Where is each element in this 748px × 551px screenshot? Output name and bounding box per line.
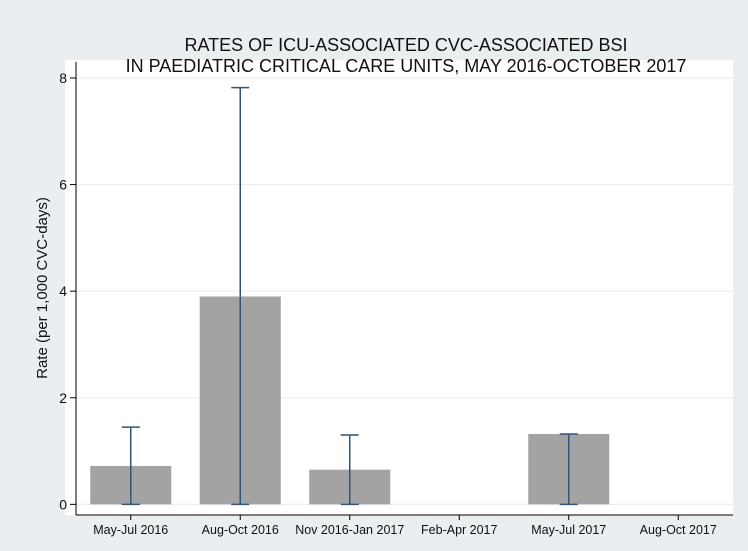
y-tick-label: 6 <box>59 177 67 193</box>
x-tick-label: May-Jul 2017 <box>531 523 606 537</box>
y-ticks: 0 2 4 6 8 <box>59 70 76 512</box>
x-tick-label: Aug-Oct 2017 <box>640 523 717 537</box>
y-axis-label: Rate (per 1,000 CVC-days) <box>34 197 51 379</box>
chart-title: RATES OF ICU-ASSOCIATED CVC-ASSOCIATED B… <box>184 35 627 55</box>
x-tick-label: Feb-Apr 2017 <box>421 523 497 537</box>
plot-area <box>65 60 733 515</box>
x-tick-label: Nov 2016-Jan 2017 <box>295 523 404 537</box>
y-tick-label: 4 <box>59 283 67 299</box>
y-tick-label: 0 <box>59 496 67 512</box>
y-tick-label: 2 <box>59 390 67 406</box>
chart-subtitle: IN PAEDIATRIC CRITICAL CARE UNITS, MAY 2… <box>126 56 687 76</box>
x-tick-label: May-Jul 2016 <box>93 523 168 537</box>
x-ticks: May-Jul 2016 Aug-Oct 2016 Nov 2016-Jan 201… <box>93 515 717 537</box>
y-tick-label: 8 <box>59 70 67 86</box>
axes <box>75 62 733 516</box>
error-bars <box>121 86 578 506</box>
grid-lines <box>76 77 733 505</box>
x-tick-label: Aug-Oct 2016 <box>202 523 279 537</box>
